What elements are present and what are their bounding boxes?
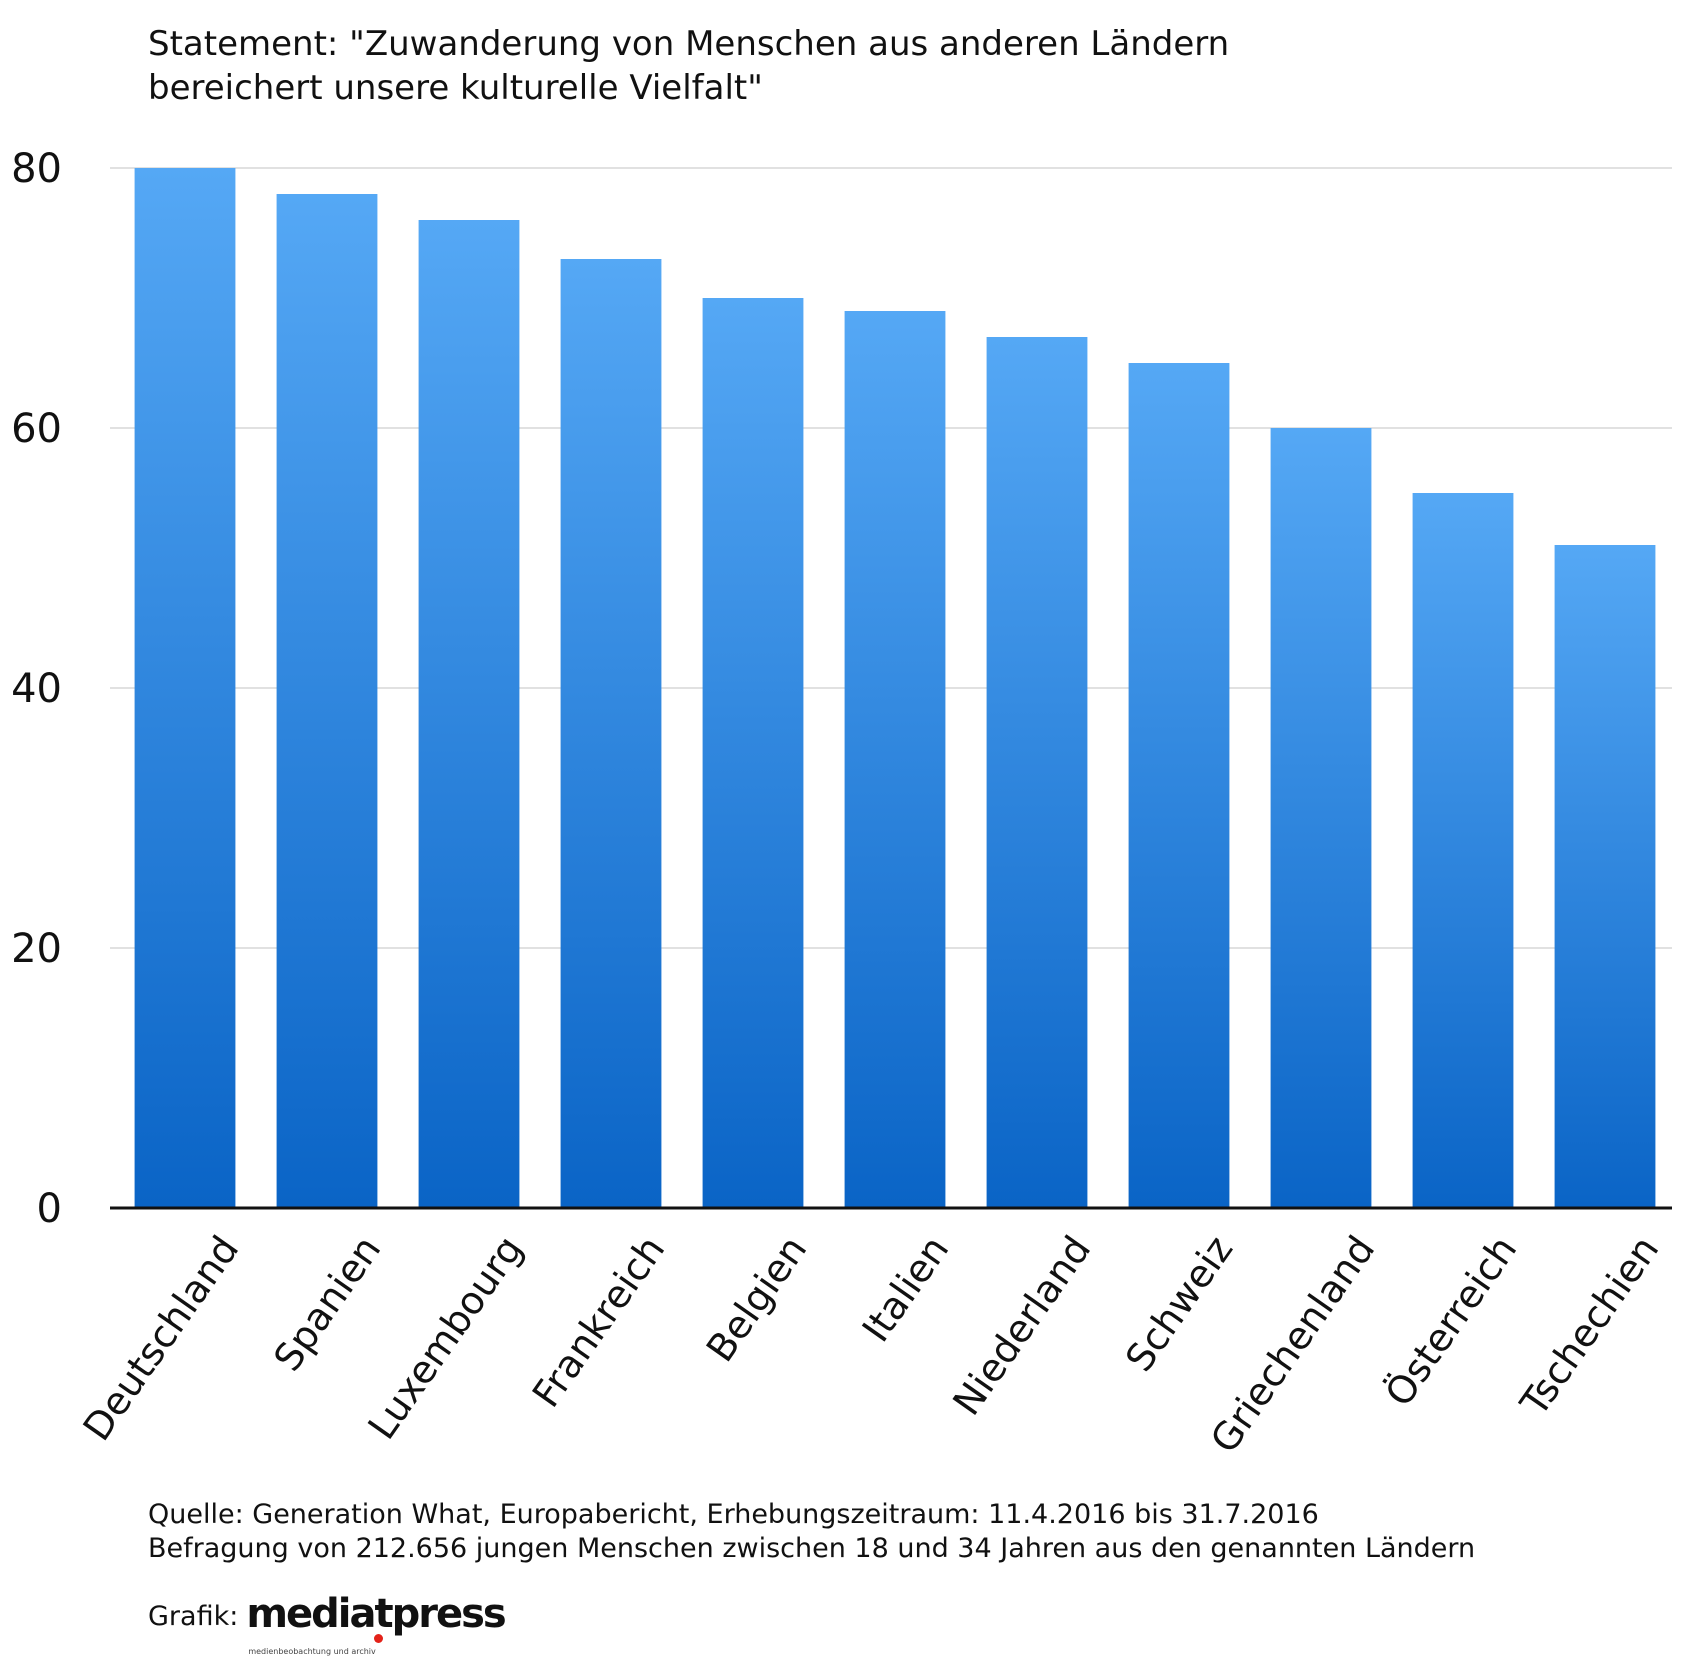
bar-luxembourg [418, 220, 520, 1208]
bar-schweiz [1128, 363, 1230, 1208]
bar-belgien [702, 298, 804, 1208]
chart-footer: Quelle: Generation What, Europabericht, … [148, 1498, 1475, 1566]
y-tick-label: 60 [11, 406, 62, 452]
y-tick-label: 40 [11, 666, 62, 712]
logo-dot [374, 1634, 384, 1643]
x-category-label: Schweiz [1117, 1228, 1241, 1379]
chart-title-line-2: bereichert unsere kulturelle Vielfalt" [148, 68, 763, 108]
survey-note: Befragung von 212.656 jungen Menschen zw… [148, 1533, 1476, 1564]
logo-text: mediatpress [246, 1591, 506, 1637]
bar-frankreich [560, 259, 662, 1208]
credit: Grafik: mediatpress medienbeobachtung un… [148, 1594, 507, 1656]
y-tick-label: 20 [11, 926, 62, 972]
bar-italien [844, 311, 946, 1208]
bar-deutschland [134, 168, 236, 1208]
bar-chart: 0 20 40 60 80 Deutschland SpanienLuxembourgFr… [11, 146, 1672, 1461]
x-category-label: Österreich [1377, 1228, 1526, 1414]
chart-title: Statement: "Zuwanderung von Menschen aus… [148, 22, 1548, 110]
y-tick-label: 80 [11, 146, 62, 192]
x-category-label: Luxembourg [359, 1228, 531, 1447]
logo-tagline: medienbeobachtung und archiv [248, 1647, 376, 1656]
x-category-label: Italien [854, 1228, 958, 1350]
y-tick-label: 0 [37, 1186, 62, 1232]
x-category-label: Niederland [944, 1228, 1099, 1423]
bar-österreich [1412, 493, 1514, 1208]
x-category-label: Tschechien [1511, 1228, 1667, 1425]
bar-spanien [276, 194, 378, 1208]
bars [134, 168, 1656, 1208]
x-category-label: Frankreich [524, 1228, 673, 1415]
x-category-label: Belgien [698, 1228, 816, 1370]
axes: 0 20 40 60 80 [11, 146, 1672, 1232]
credit-label: Grafik: [148, 1601, 239, 1632]
bar-tschechien [1554, 545, 1656, 1208]
bar-niederland [986, 337, 1088, 1208]
mediatpress-logo: mediatpress medienbeobachtung und archiv [246, 1594, 506, 1656]
x-category-label: Deutschland [75, 1228, 248, 1449]
source-note: Quelle: Generation What, Europabericht, … [148, 1499, 1319, 1530]
chart-title-line-1: Statement: "Zuwanderung von Menschen aus… [148, 24, 1230, 64]
bar-griechenland [1270, 428, 1372, 1208]
x-category-label: Spanien [265, 1228, 389, 1379]
